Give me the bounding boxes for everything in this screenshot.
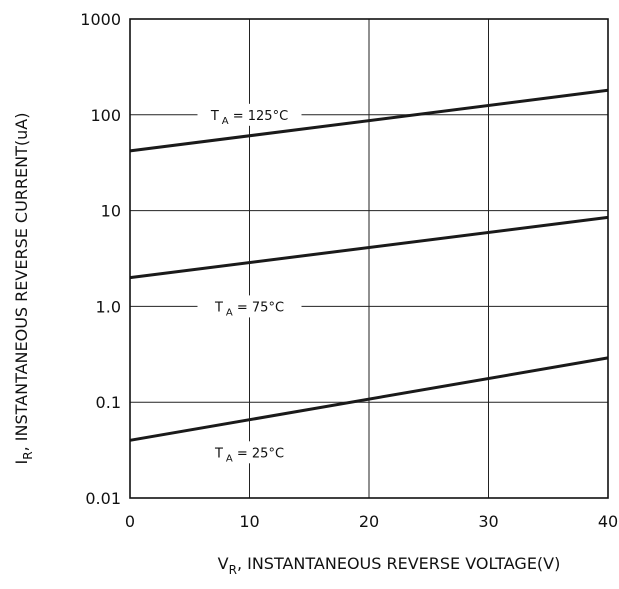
annotation-bg [197,441,302,464]
x-axis-label-sub: R [229,563,237,577]
x-tick-labels: 0 10 20 30 40 [125,512,618,531]
annotation-bg [197,103,302,126]
y-axis-label-group: IR, INSTANTANEOUS REVERSE CURRENT(uA) [12,113,35,465]
y-axis-label-sub: R [21,451,35,459]
y-tick-label: 10 [101,202,121,221]
x-tick-label: 0 [125,512,135,531]
y-tick-label: 0.1 [96,393,121,412]
series-layer [129,88,609,442]
x-tick-label: 10 [239,512,259,531]
y-tick-labels: 0.01 0.1 1.0 10 100 1000 [80,10,121,508]
x-axis-label-main: V [218,554,229,573]
x-tick-label: 40 [598,512,618,531]
x-axis-label-rest: , INSTANTANEOUS REVERSE VOLTAGE(V) [237,554,560,573]
y-tick-label: 0.01 [85,489,121,508]
y-axis-label-main: I [12,460,31,465]
y-tick-label: 1.0 [96,297,121,316]
grid [130,19,608,498]
plot-frame [129,18,609,499]
x-tick-label: 20 [359,512,379,531]
annotation-bg [197,295,302,318]
y-axis-label: IR, INSTANTANEOUS REVERSE CURRENT(uA) [12,113,35,465]
series-line-2 [129,215,609,280]
x-tick-label: 30 [478,512,498,531]
series-line-1 [129,88,609,153]
y-tick-label: 1000 [80,10,121,29]
y-tick-label: 100 [90,106,121,125]
series-line-3 [129,356,609,442]
x-axis-label: VR, INSTANTANEOUS REVERSE VOLTAGE(V) [218,554,561,577]
y-axis-label-rest: , INSTANTANEOUS REVERSE CURRENT(uA) [12,113,31,452]
